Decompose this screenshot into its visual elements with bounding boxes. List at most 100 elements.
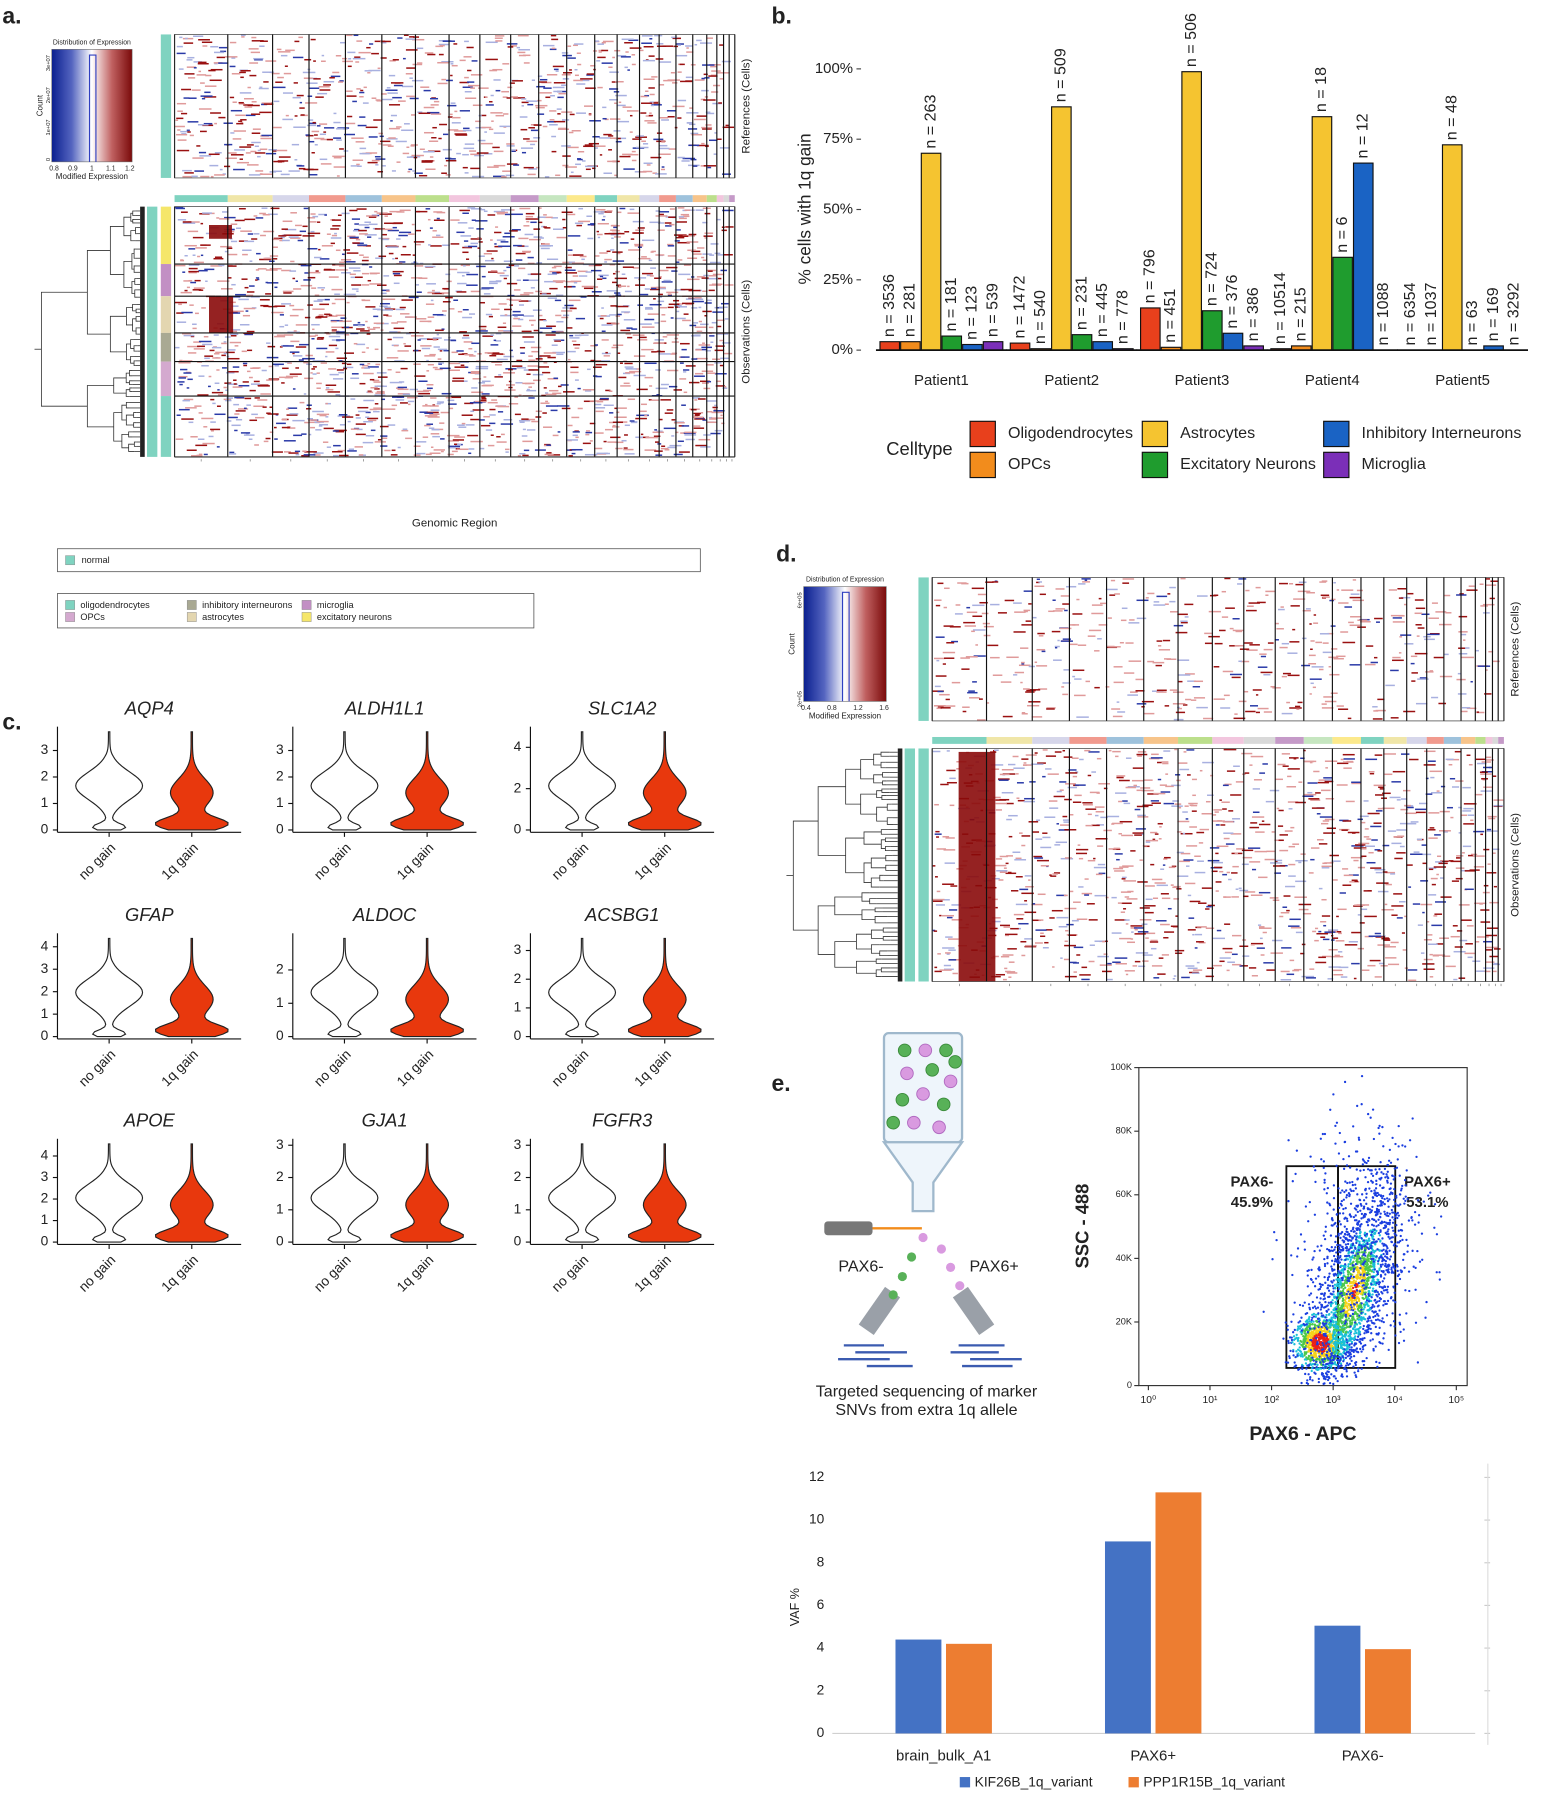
expression-dash [555,281,564,284]
expression-dash [1431,924,1443,927]
expression-dash [1171,784,1181,787]
expression-dash [430,446,434,449]
expression-dash [231,57,236,59]
expression-dash [278,376,291,379]
expression-dash [1355,844,1366,846]
expression-dash [701,89,709,92]
expression-dash [588,113,592,115]
expression-dash [618,285,627,287]
expression-dash [381,289,390,292]
expression-dash [502,96,508,98]
expression-dash [1406,864,1413,866]
expression-dash [1016,797,1020,799]
expression-dash [256,252,261,255]
expression-dash [424,424,431,427]
expression-dash [447,399,455,402]
expression-dash [464,143,475,145]
expression-dash [477,247,481,249]
expression-dash [1295,801,1306,804]
expression-dash [1426,921,1430,923]
expression-dash [503,419,513,421]
expression-dash [192,157,204,159]
expression-dash [1282,765,1289,767]
expression-dash [1275,622,1279,625]
expression-dash [373,410,380,413]
expression-dash [1453,978,1458,981]
expression-dash [381,437,388,439]
expression-dash [526,429,536,431]
expression-dash [495,405,504,407]
expression-dash [944,657,955,659]
expression-dash [429,452,441,454]
expression-dash [227,416,238,419]
expression-dash [669,223,675,226]
expression-dash [1107,962,1112,965]
expression-dash [677,117,682,119]
expression-dash [1258,927,1272,929]
expression-dash [259,148,268,151]
expression-dash [405,73,413,75]
expression-dash [720,414,723,417]
expression-dash [1320,936,1326,938]
expression-dash [1152,838,1156,841]
expression-dash [1058,925,1068,928]
expression-dash [676,310,680,313]
expression-dash [706,112,715,115]
expression-dash [567,358,571,361]
expression-dash [1202,761,1214,764]
expression-dash [695,372,704,375]
expression-dash [575,163,581,166]
expression-dash [1333,974,1344,976]
expression-dash [1032,919,1041,922]
expression-dash [520,293,530,296]
expression-dash [413,445,421,447]
expression-dash [941,914,954,917]
expression-dash [671,419,676,421]
expression-dash [1460,633,1467,636]
expression-dash [650,267,656,269]
expression-dash [392,272,401,275]
expression-dash [1276,807,1280,810]
expression-dash [268,365,274,368]
expression-dash [407,170,411,173]
expression-dash [648,259,653,262]
expression-dash [993,796,1001,799]
expression-dash [375,363,381,366]
expression-dash [641,140,646,143]
expression-dash [1274,639,1279,641]
expression-dash [1142,960,1149,962]
expression-dash [201,307,206,309]
expression-dash [1161,954,1169,956]
expression-dash [468,227,474,229]
expression-dash [1062,682,1071,684]
expression-dash [1089,944,1095,946]
expression-dash [1411,680,1416,682]
expression-dash [1322,820,1330,822]
expression-dash [560,384,569,386]
expression-dash [1052,599,1056,601]
expression-dash [1279,915,1284,918]
expression-dash [1430,877,1438,880]
expression-dash [1417,678,1429,680]
expression-dash [336,175,340,177]
expression-dash [518,419,531,422]
expression-dash [312,215,319,218]
expression-dash [1165,773,1169,775]
expression-dash [1087,813,1092,816]
expression-dash [1013,767,1025,769]
expression-dash [396,321,407,323]
expression-dash [1014,611,1026,613]
expression-dash [1232,934,1242,937]
expression-dash [333,444,341,447]
expression-dash [381,237,390,240]
expression-dash [1312,686,1316,689]
expression-dash [526,388,530,391]
expression-dash [178,375,188,378]
expression-dash [279,346,283,348]
expression-dash [1399,636,1403,638]
expression-dash [945,837,955,839]
expression-dash [178,377,187,379]
expression-dash [493,132,505,134]
expression-dash [661,119,670,121]
expression-dash [1249,861,1261,863]
